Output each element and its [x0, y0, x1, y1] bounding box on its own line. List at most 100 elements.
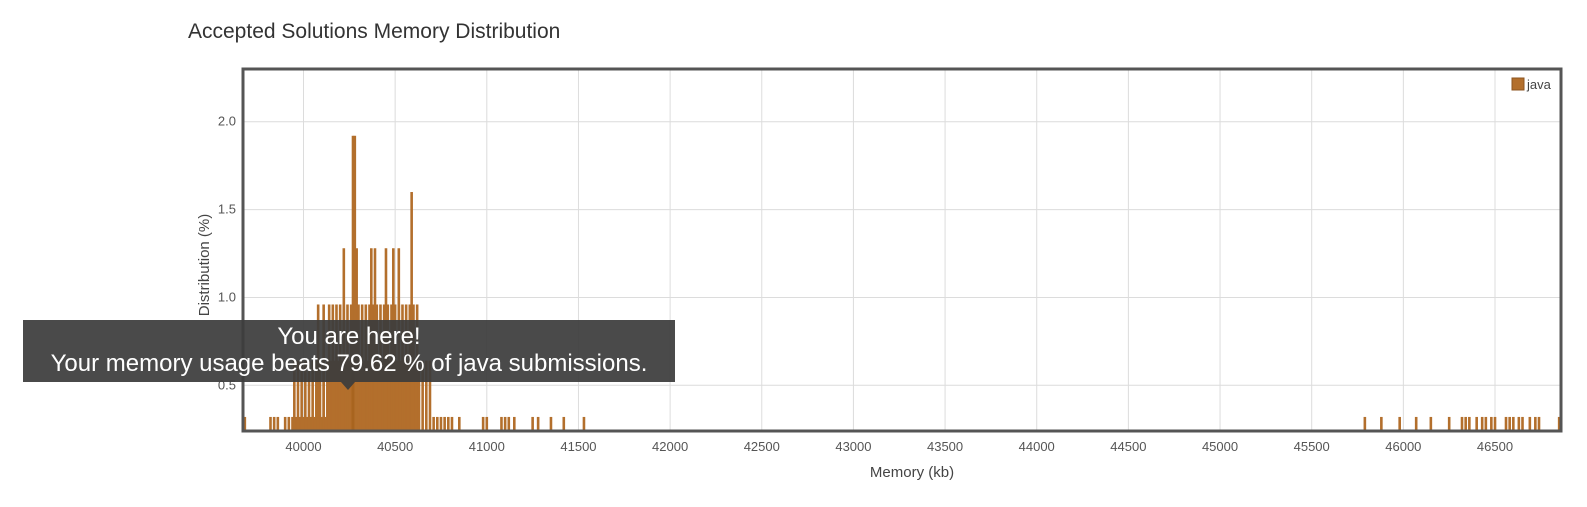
x-tick-label: 40000: [285, 439, 321, 454]
distribution-bar: [1447, 416, 1451, 431]
distribution-bar: [432, 416, 435, 431]
distribution-bar: [536, 416, 540, 431]
distribution-bar: [353, 135, 357, 431]
x-tick-label: 41500: [560, 439, 596, 454]
distribution-bar: [329, 360, 333, 431]
distribution-bar: [309, 416, 313, 431]
x-tick-label: 45500: [1294, 439, 1330, 454]
distribution-bar: [326, 360, 329, 431]
distribution-bar: [1512, 416, 1515, 431]
legend-swatch: [1511, 77, 1525, 91]
distribution-bar: [481, 416, 485, 431]
you-are-here-tooltip: You are here! Your memory usage beats 79…: [23, 320, 675, 382]
distribution-bar: [562, 416, 566, 431]
distribution-bar: [503, 416, 507, 431]
distribution-bar: [304, 360, 307, 431]
x-tick-label: 40500: [377, 439, 413, 454]
distribution-bar: [1490, 416, 1493, 431]
distribution-bar: [294, 416, 298, 431]
distribution-bar: [384, 360, 388, 431]
distribution-bar: [425, 360, 428, 431]
distribution-bar: [507, 416, 511, 431]
tooltip-arrow: [341, 382, 355, 390]
distribution-bar: [392, 360, 395, 431]
distribution-bar: [1537, 416, 1541, 431]
x-tick-label: 44000: [1019, 439, 1055, 454]
distribution-bar: [1517, 416, 1521, 431]
distribution-bar: [1398, 416, 1401, 431]
distribution-bar: [1493, 416, 1497, 431]
distribution-bar: [1380, 416, 1383, 431]
distribution-bar: [377, 360, 380, 431]
distribution-bar: [1484, 416, 1488, 431]
distribution-bar: [1363, 416, 1367, 431]
tooltip-message: Your memory usage beats 79.62 % of java …: [50, 350, 648, 377]
distribution-bar: [340, 360, 344, 431]
distribution-bar: [1534, 416, 1537, 431]
distribution-bar: [485, 416, 489, 431]
distribution-bar: [315, 360, 318, 431]
distribution-bar: [307, 360, 311, 431]
distribution-bar: [296, 360, 300, 431]
distribution-bar: [439, 416, 443, 431]
x-tick-labels: 40000 40500 41000 41500 42000 42500 43000 43500…: [285, 439, 1513, 454]
distribution-bar: [512, 416, 516, 431]
distribution-bar: [428, 360, 432, 431]
distribution-bar: [447, 416, 450, 431]
distribution-bar: [410, 192, 413, 431]
distribution-bar: [276, 416, 280, 431]
distribution-bar: [313, 416, 316, 431]
distribution-bar: [1504, 416, 1508, 431]
y-tick-label: 1.0: [218, 289, 236, 304]
x-tick-label: 45000: [1202, 439, 1238, 454]
distribution-bar: [1475, 416, 1478, 431]
chart-title: Accepted Solutions Memory Distribution: [188, 20, 561, 43]
distribution-bar: [436, 416, 439, 431]
plot-frame: [241, 67, 1563, 433]
distribution-bar: [582, 416, 586, 431]
bars: [243, 135, 1561, 431]
distribution-bar: [1528, 416, 1532, 431]
distribution-bar: [1414, 416, 1418, 431]
distribution-bar: [291, 416, 294, 431]
tooltip-title: You are here!: [277, 323, 421, 350]
distribution-bar: [500, 416, 503, 431]
distribution-bar: [302, 416, 305, 431]
x-tick-label: 43000: [835, 439, 871, 454]
distribution-bar: [318, 360, 322, 431]
distribution-bar: [269, 416, 272, 431]
distribution-bar: [403, 360, 406, 431]
distribution-bar: [395, 360, 399, 431]
y-tick-label: 1.5: [218, 202, 236, 217]
distribution-bar: [311, 360, 314, 431]
distribution-bar: [351, 135, 355, 431]
distribution-bar: [355, 360, 358, 431]
distribution-bar: [243, 416, 247, 431]
distribution-bar: [344, 360, 347, 431]
x-tick-label: 44500: [1110, 439, 1146, 454]
distribution-bar: [283, 416, 287, 431]
distribution-bar: [300, 360, 303, 431]
distribution-bar: [443, 416, 446, 431]
distribution-bar: [272, 416, 276, 431]
distribution-bar: [414, 360, 417, 431]
distribution-bar: [381, 360, 384, 431]
x-tick-label: 46000: [1385, 439, 1421, 454]
y-axis-label: Distribution (%): [196, 214, 213, 317]
distribution-bar: [359, 360, 362, 431]
distribution-bar: [287, 416, 291, 431]
distribution-bar: [1557, 416, 1561, 431]
distribution-bar: [337, 360, 340, 431]
distribution-bar: [1464, 416, 1467, 431]
distribution-bar: [362, 360, 366, 431]
distribution-bar: [388, 360, 391, 431]
legend-label-java: java: [1526, 77, 1552, 92]
distribution-bar: [373, 360, 377, 431]
distribution-bar: [320, 416, 324, 431]
distribution-bar: [531, 416, 534, 431]
distribution-bar: [1508, 416, 1511, 431]
distribution-bar: [549, 416, 553, 431]
distribution-bar: [370, 360, 373, 431]
distribution-bar: [421, 360, 424, 431]
